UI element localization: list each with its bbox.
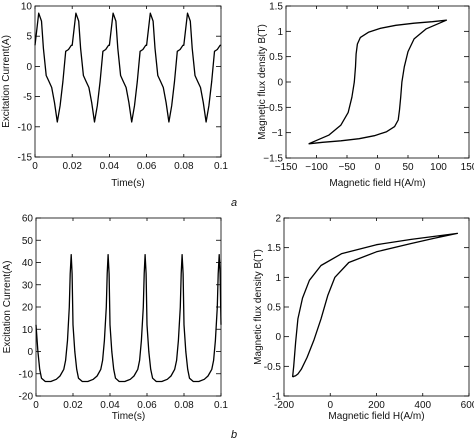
y-axis-label: Excitation Current(A)	[2, 261, 13, 354]
x-tick-label: 0.06	[137, 161, 157, 172]
x-tick-label: 0.1	[214, 161, 228, 172]
plot-frame-a-current	[34, 5, 222, 158]
y-tick-label: 10	[22, 325, 34, 336]
y-tick-label: 1.5	[267, 243, 281, 254]
y-tick-label: -10	[19, 369, 34, 380]
x-axis-label: Magnetic field H(A/m)	[329, 178, 425, 189]
y-tick-label: -15	[18, 153, 33, 164]
x-tick-label: 0	[33, 400, 39, 411]
y-axis-label: Excitation Current(A)	[1, 35, 12, 128]
x-tick-label: 0.08	[174, 400, 194, 411]
y-tick-label: 1	[275, 273, 281, 284]
x-tick-label: 50	[402, 162, 414, 173]
y-tick-label: 0	[26, 62, 32, 73]
series-line-b-current	[35, 254, 222, 383]
x-tick-label: 400	[414, 400, 431, 411]
y-tick-label: 1.5	[269, 2, 283, 13]
y-tick-label: 0.5	[267, 303, 281, 314]
x-axis-label: Time(s)	[112, 411, 146, 422]
y-tick-label: 0	[277, 78, 283, 89]
x-tick-label: -200	[274, 400, 294, 411]
x-tick-label: 150	[461, 162, 474, 173]
y-tick-label: 50	[22, 236, 34, 247]
y-tick-label: 0	[27, 347, 33, 358]
y-tick-label: 5	[26, 32, 32, 43]
y-tick-label: -5	[23, 92, 32, 103]
y-tick-label: 0	[275, 332, 281, 343]
series-line-a-hysteresis	[308, 19, 448, 145]
x-tick-label: 0	[327, 400, 333, 411]
x-tick-label: 0.06	[137, 400, 157, 411]
x-tick-label: 0.04	[100, 400, 120, 411]
y-tick-label: 40	[22, 258, 34, 269]
x-tick-label: −100	[305, 162, 328, 173]
y-tick-label: 2	[275, 214, 281, 225]
x-tick-label: −150	[275, 162, 298, 173]
x-axis-label: Magnetic field H(A/m)	[328, 411, 424, 422]
y-tick-label: −1	[272, 128, 284, 139]
series-line-b-hysteresis	[291, 232, 459, 378]
y-axis-label: Magnetic flux density B(T)	[253, 249, 264, 365]
x-tick-label: 0	[375, 162, 381, 173]
x-tick-label: 0.08	[174, 161, 194, 172]
y-tick-label: −1.5	[263, 154, 283, 165]
series-line-a-current	[34, 12, 221, 123]
y-tick-label: -0.5	[264, 362, 282, 373]
x-tick-label: 100	[430, 162, 447, 173]
x-tick-label: 0.02	[62, 161, 82, 172]
x-tick-label: 0.02	[63, 400, 83, 411]
x-tick-label: 600	[461, 400, 474, 411]
x-tick-label: 0.04	[100, 161, 120, 172]
figure-caption-a: a	[231, 197, 237, 209]
y-tick-label: -1	[272, 392, 281, 403]
x-tick-label: −50	[339, 162, 356, 173]
x-tick-label: 0.1	[214, 400, 228, 411]
y-tick-label: 10	[21, 2, 33, 13]
figure-caption-b: b	[231, 429, 237, 441]
y-tick-label: 1	[277, 27, 283, 38]
y-tick-label: 0.5	[269, 52, 283, 63]
y-tick-label: -10	[18, 122, 33, 133]
x-axis-label: Time(s)	[111, 178, 145, 189]
y-tick-label: 60	[22, 214, 34, 225]
y-tick-label: -20	[19, 392, 34, 403]
y-tick-label: 30	[22, 280, 34, 291]
x-tick-label: 0	[32, 161, 38, 172]
y-axis-label: Magnetic flux density B(T)	[257, 24, 268, 140]
y-tick-label: 20	[22, 303, 34, 314]
x-tick-label: 200	[368, 400, 385, 411]
y-tick-label: −0.5	[263, 103, 283, 114]
